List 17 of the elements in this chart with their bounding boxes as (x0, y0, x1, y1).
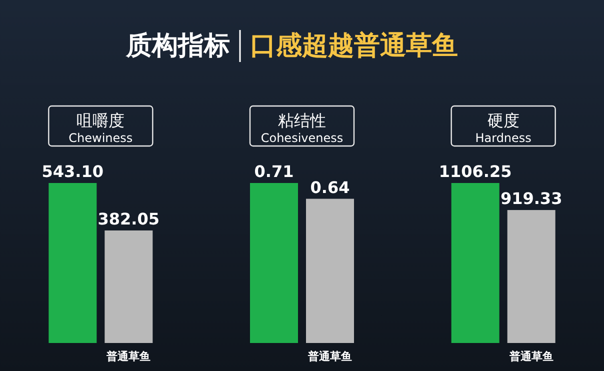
x-tick-label: 普通草鱼 (106, 350, 151, 363)
data-label: 0.71 (254, 162, 294, 181)
data-label: 919.33 (500, 189, 562, 208)
data-label: 382.05 (98, 209, 160, 228)
data-label: 1106.25 (438, 162, 512, 181)
chart-title: 硬度 (487, 111, 520, 130)
chart-title: 粘结性 (278, 111, 326, 130)
data-label: 543.10 (42, 162, 104, 181)
chart-title: 咀嚼度 (76, 111, 125, 130)
x-tick-label: 普通草鱼 (508, 350, 554, 363)
chart-subtitle: Hardness (475, 131, 532, 145)
text: 质构指标 (125, 31, 230, 61)
text: 口感超越普通草鱼 (250, 30, 458, 61)
x-tick-label: 普通草鱼 (307, 350, 352, 363)
data-label: 0.64 (310, 178, 350, 197)
chart-subtitle: Chewiness (68, 131, 133, 145)
chart-subtitle: Cohesiveness (260, 131, 344, 145)
